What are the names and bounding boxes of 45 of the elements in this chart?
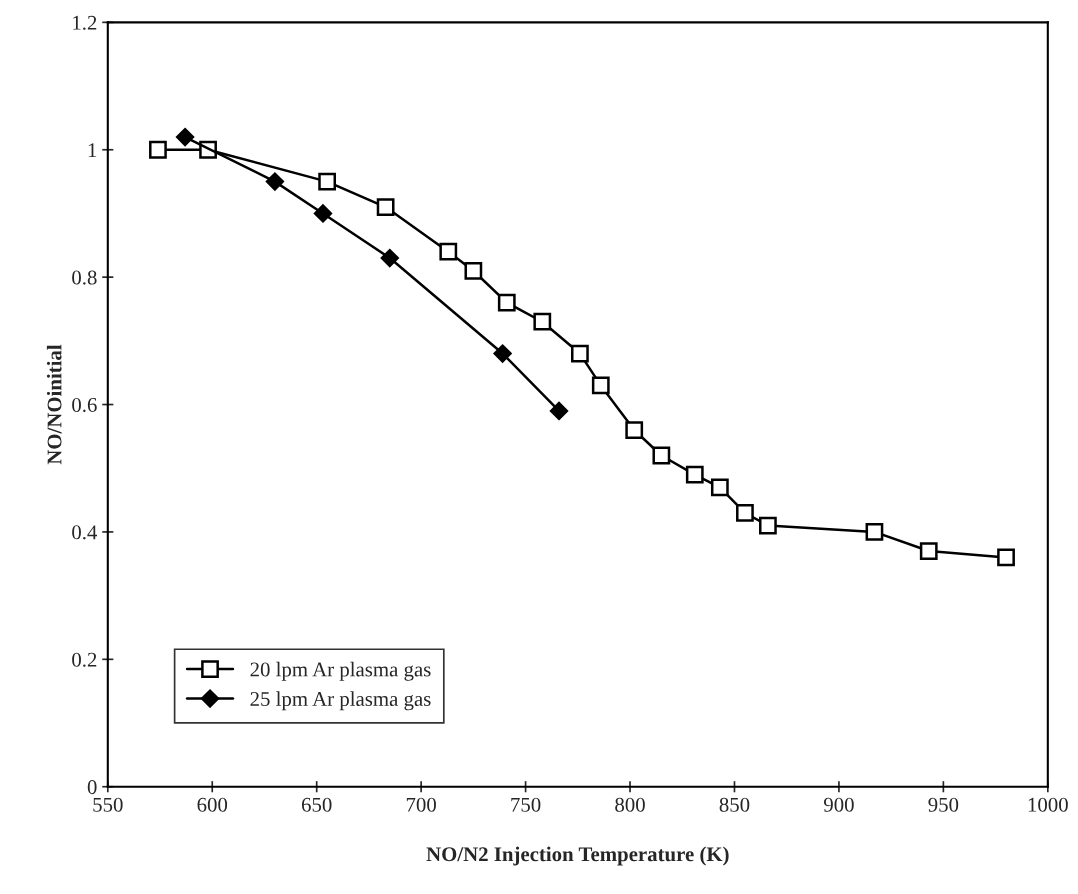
x-tick-label: 800 xyxy=(615,797,645,812)
point xyxy=(571,344,589,363)
x-tick-label: 950 xyxy=(928,797,959,812)
point xyxy=(865,523,884,541)
y-axis-title: NO/NOinitial xyxy=(46,344,62,465)
x-tick-label: 700 xyxy=(406,797,436,812)
point xyxy=(149,140,167,159)
x-tick-label: 850 xyxy=(719,797,750,812)
x-axis-title: NO/N2 Injection Temperature (K) xyxy=(426,846,729,866)
y-tick-label: 1.2 xyxy=(73,15,97,30)
point xyxy=(997,548,1015,567)
x-tick-label: 900 xyxy=(823,797,854,812)
point xyxy=(380,248,399,268)
y-tick-label: 0.8 xyxy=(72,270,97,285)
y-tick-label: 0 xyxy=(87,780,97,795)
point xyxy=(625,421,644,439)
point xyxy=(439,242,458,261)
legend-label: 20 lpm Ar plasma gas xyxy=(250,661,431,681)
point xyxy=(497,293,516,312)
point xyxy=(736,503,754,522)
x-tick-label: 600 xyxy=(197,797,228,812)
point xyxy=(591,376,610,395)
x-tick-label: 550 xyxy=(93,797,123,812)
point xyxy=(759,516,777,535)
y-tick-label: 0.2 xyxy=(72,652,97,667)
legend-label: 25 lpm Ar plasma gas xyxy=(250,691,431,711)
x-tick-label: 1000 xyxy=(1028,797,1068,812)
point xyxy=(313,204,333,223)
x-tick-label: 750 xyxy=(511,797,541,812)
y-tick-label: 1 xyxy=(88,143,97,157)
point xyxy=(549,401,569,421)
point xyxy=(464,261,483,280)
point xyxy=(376,198,395,216)
point xyxy=(493,344,512,363)
point xyxy=(318,172,337,191)
point xyxy=(919,542,938,560)
point xyxy=(533,312,552,331)
x-tick-label: 650 xyxy=(301,797,332,812)
point xyxy=(175,127,195,147)
y-tick-label: 0.4 xyxy=(72,525,98,540)
point xyxy=(265,172,285,191)
point xyxy=(710,478,729,497)
y-tick-label: 0.6 xyxy=(72,397,97,413)
point xyxy=(685,465,704,484)
point xyxy=(652,446,671,465)
